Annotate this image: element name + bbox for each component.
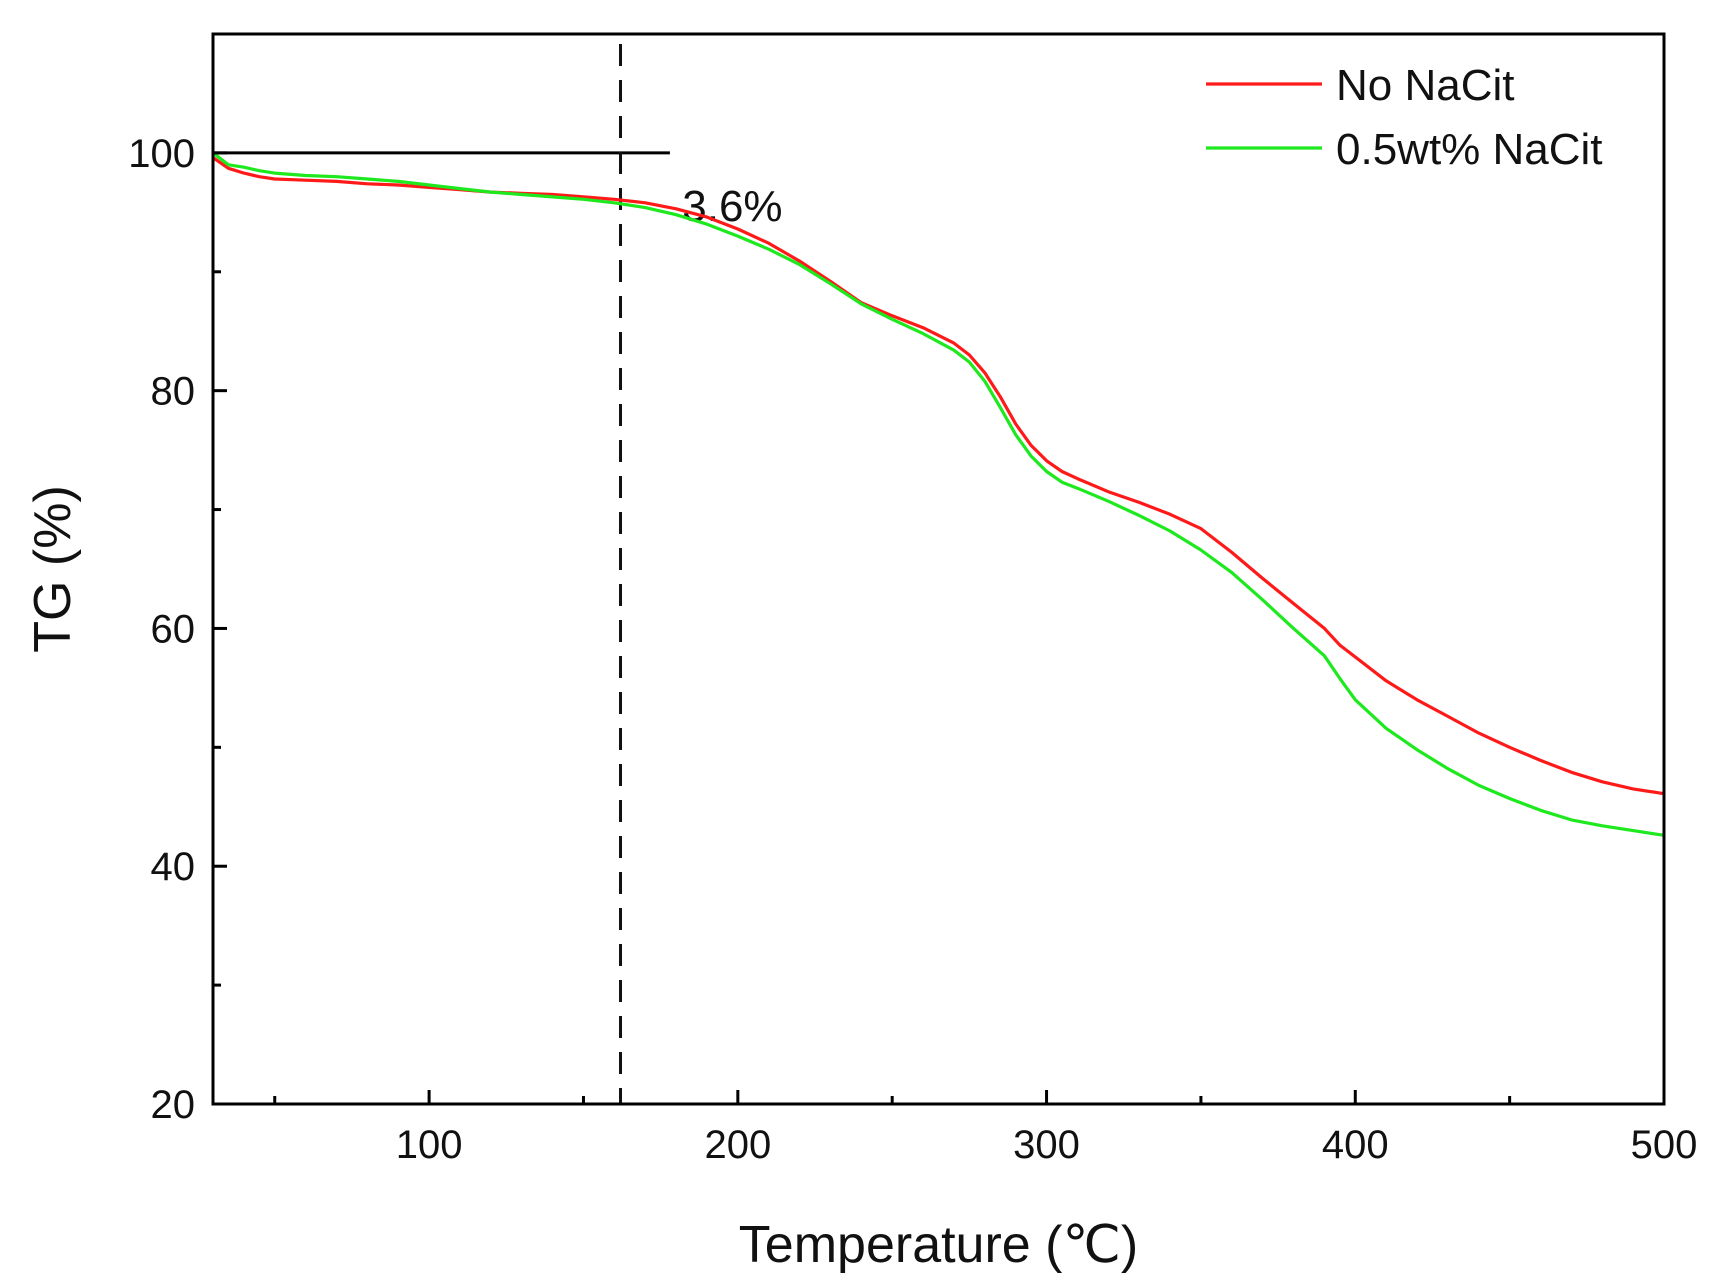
y-tick-label: 40 (151, 845, 196, 889)
y-tick-label: 100 (128, 132, 195, 176)
series-line-1 (212, 156, 1665, 796)
y-tick-label: 20 (151, 1083, 196, 1127)
y-axis-title: TG (%) (24, 485, 82, 653)
legend-label-2: 0.5wt% NaCit (1336, 125, 1603, 174)
plot-marks: 3.6% (212, 44, 1665, 1104)
x-tick-label: 100 (396, 1123, 463, 1167)
x-tick-label: 500 (1631, 1123, 1698, 1167)
x-axis-title: Temperature (℃) (739, 1216, 1138, 1274)
y-tick-label: 80 (151, 370, 196, 414)
legend: No NaCit 0.5wt% NaCit (1206, 61, 1603, 174)
legend-label-1: No NaCit (1336, 61, 1515, 110)
annotation-mass-loss: 3.6% (682, 182, 782, 231)
plot-frame (211, 32, 1666, 1106)
series-line-2 (212, 151, 1665, 837)
x-tick-label: 300 (1013, 1123, 1080, 1167)
y-tick-label: 60 (151, 607, 196, 651)
x-tick-label: 400 (1322, 1123, 1389, 1167)
x-tick-label: 200 (704, 1123, 771, 1167)
axis-ticks: 100 200 300 400 500 20 40 60 80 100 (128, 132, 1697, 1167)
